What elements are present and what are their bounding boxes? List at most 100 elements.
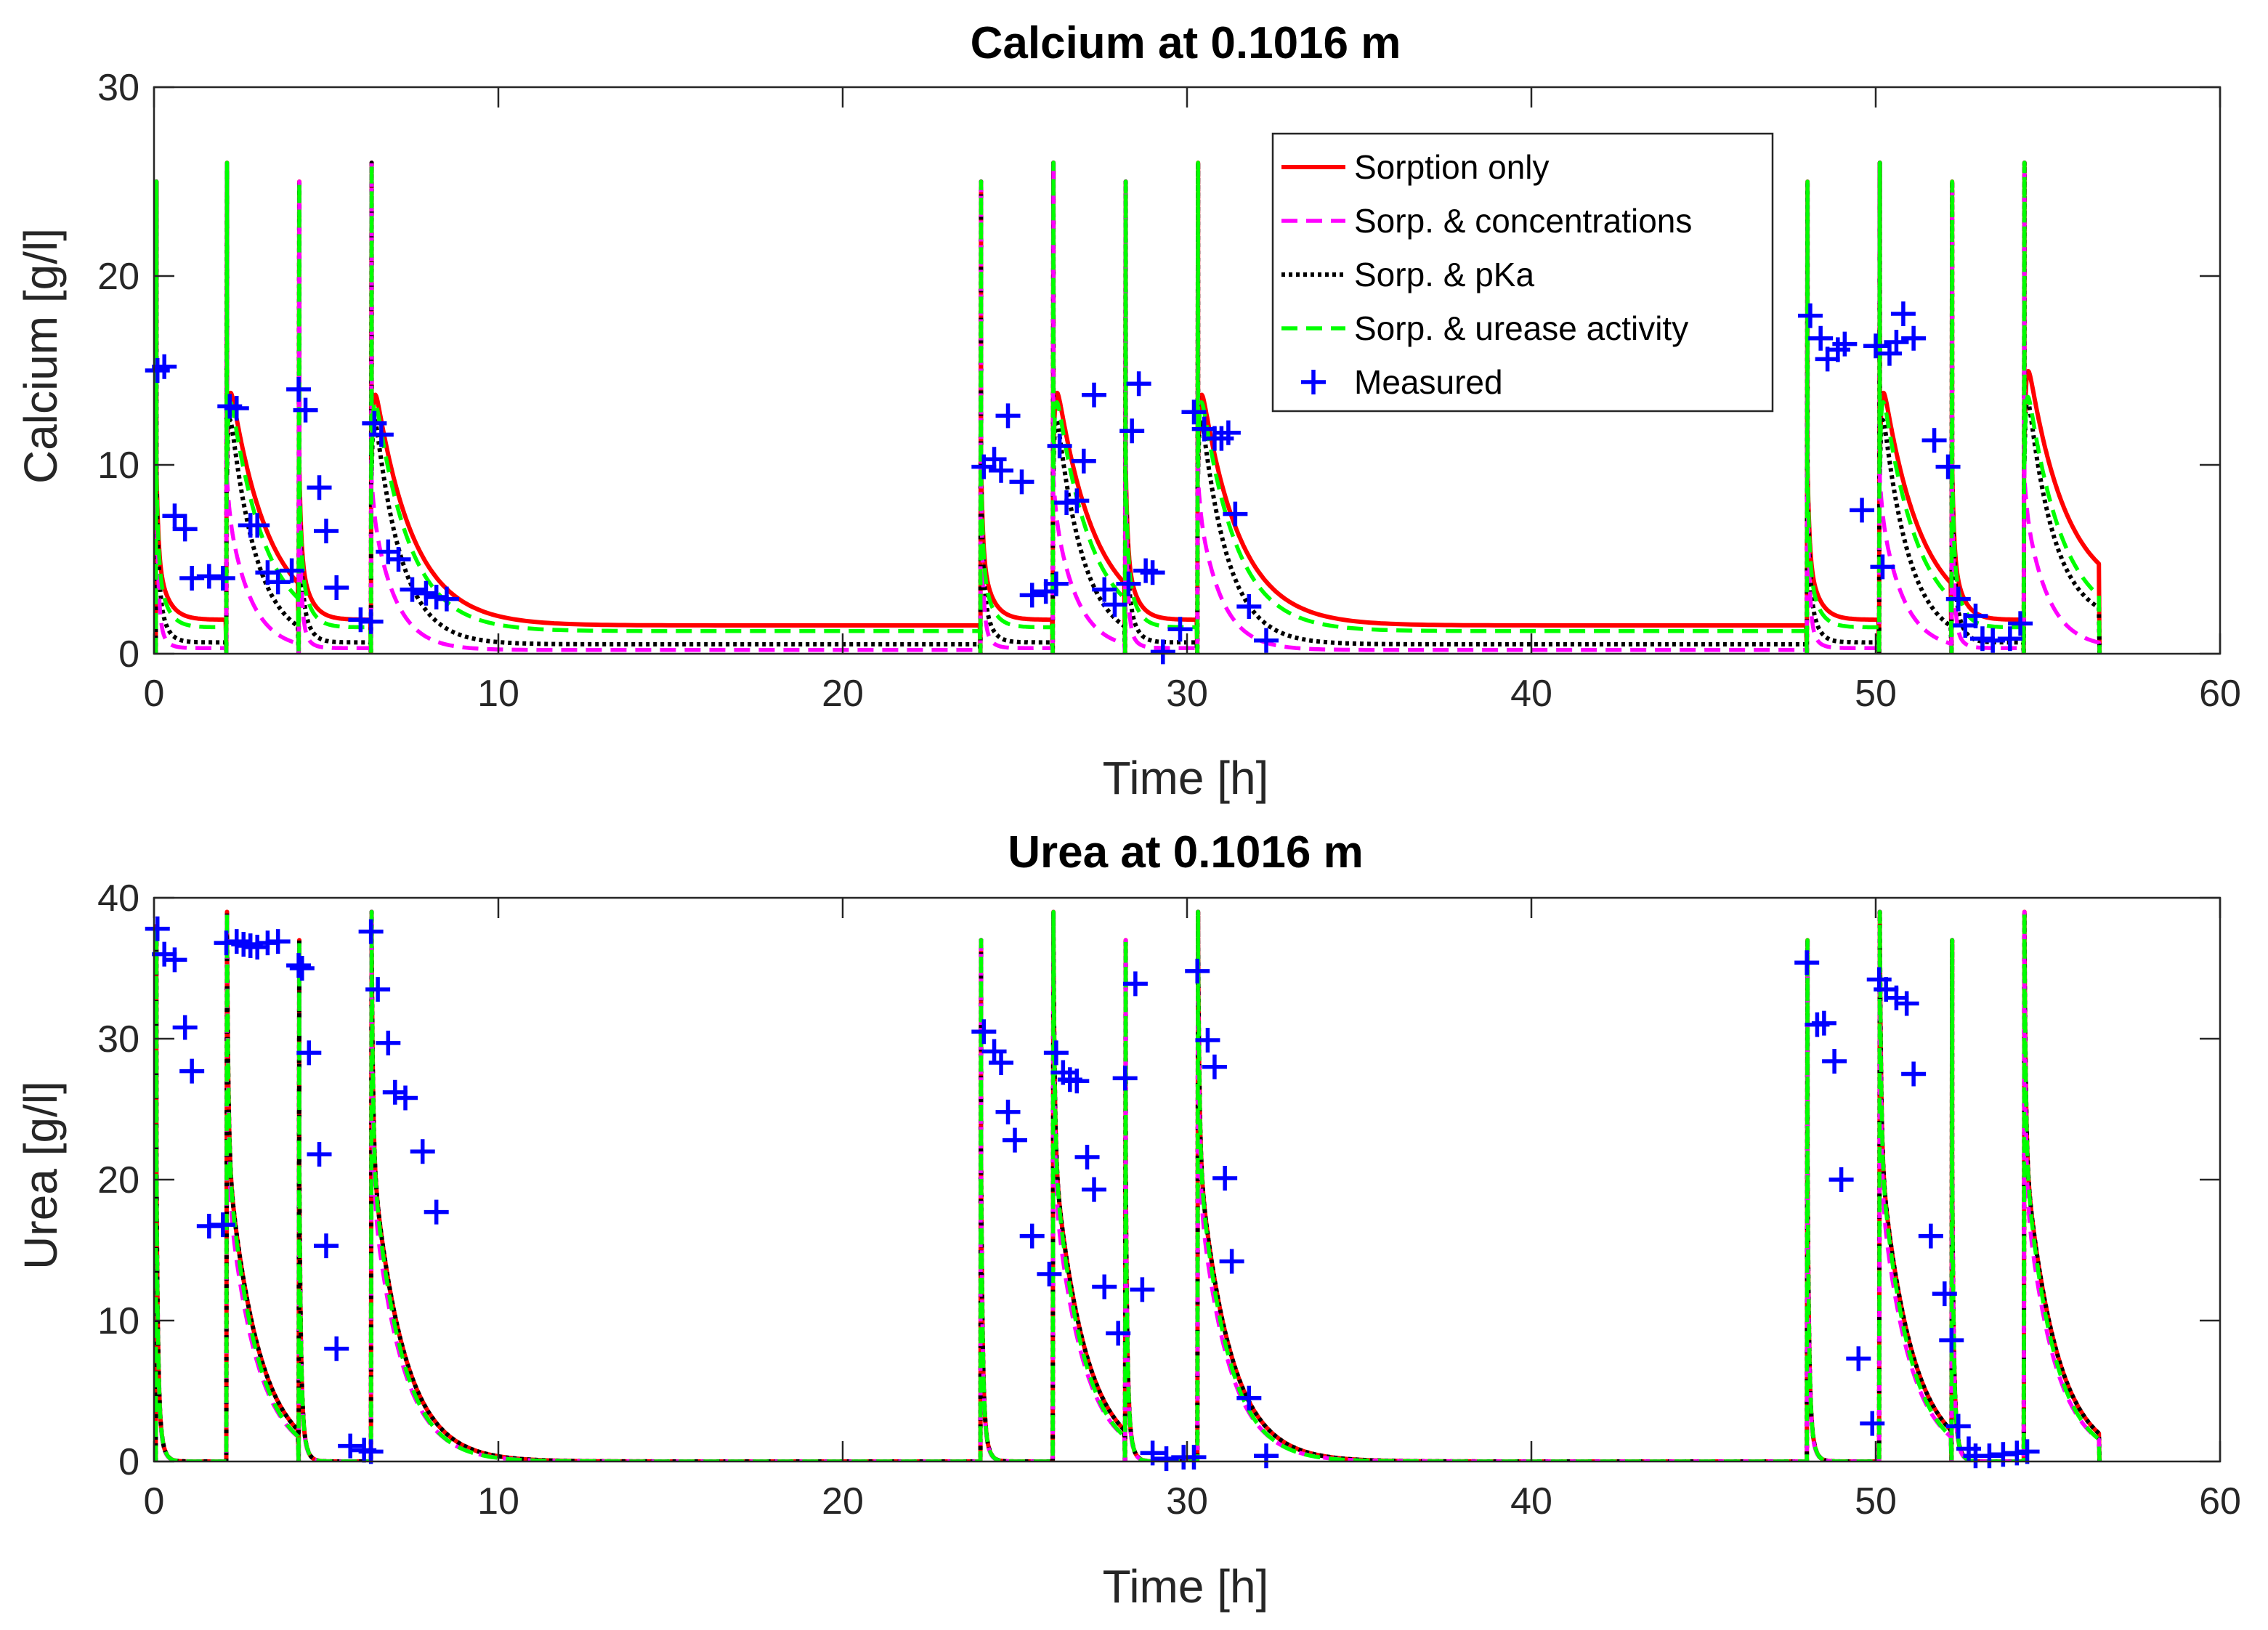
calcium-measured-point <box>1963 604 1988 628</box>
calcium-measured-point <box>358 609 384 634</box>
urea-x-tick-label: 60 <box>2199 1480 2241 1522</box>
calcium-x-tick-label: 30 <box>1166 673 1208 715</box>
urea-measured-point <box>989 1050 1014 1075</box>
calcium-measured-point <box>1890 301 1916 326</box>
urea-x-tick-label: 30 <box>1166 1480 1208 1522</box>
legend-label: Measured <box>1354 363 1503 401</box>
calcium-x-tick-label: 40 <box>1510 673 1552 715</box>
calcium-measured-point <box>152 354 177 379</box>
urea-y-tick-label: 20 <box>97 1159 139 1201</box>
urea-measured-point <box>382 1079 408 1105</box>
urea-x-tick-label: 20 <box>822 1480 864 1522</box>
calcium-measured-point <box>1223 501 1248 527</box>
calcium-measured-group <box>145 301 2033 665</box>
calcium-measured-point <box>162 503 187 529</box>
calcium-measured-point <box>1236 594 1262 619</box>
calcium-measured-point <box>386 547 411 572</box>
urea-measured-point <box>424 1199 449 1225</box>
urea-measured-point <box>1794 950 1820 976</box>
calcium-measured-point <box>210 566 235 591</box>
calcium-measured-point <box>1921 428 1947 453</box>
calcium-x-tick-label: 60 <box>2199 673 2241 715</box>
calcium-measured-point <box>324 575 349 600</box>
calcium-x-tick-label: 0 <box>144 673 165 715</box>
calcium-chart-title: Calcium at 0.1016 m <box>971 18 1401 68</box>
urea-measured-point <box>1185 958 1210 984</box>
urea-measured-point <box>1828 1167 1854 1192</box>
calcium-plot-area <box>154 87 2220 654</box>
urea-measured-point <box>145 916 170 941</box>
urea-measured-point <box>1092 1274 1117 1299</box>
urea-x-tick-label: 10 <box>477 1480 519 1522</box>
urea-measured-point <box>286 953 312 978</box>
legend: Sorption only Sorp. & concentrations Sorp.… <box>1271 132 1774 413</box>
calcium-measured-point <box>1901 325 1927 351</box>
urea-y-axis-label: Urea [g/l] <box>15 1081 67 1270</box>
calcium-measured-point <box>989 458 1014 483</box>
urea-measured-point <box>1918 1223 1943 1249</box>
urea-measured-point <box>1181 1445 1207 1470</box>
urea-measured-point <box>1932 1281 1957 1307</box>
calcium-x-axis-label: Time [h] <box>1103 752 1269 804</box>
urea-measured-point <box>179 1058 205 1084</box>
calcium-measured-point <box>1116 571 1141 596</box>
urea-measured-point <box>2014 1439 2040 1464</box>
urea-measured-point <box>1945 1414 1971 1439</box>
urea-measured-point <box>376 1030 401 1055</box>
calcium-measured-point <box>1254 628 1279 653</box>
urea-measured-point <box>358 919 384 944</box>
urea-measured-point <box>1236 1385 1262 1411</box>
urea-measured-point <box>338 1433 363 1459</box>
calcium-x-tick-label: 50 <box>1855 673 1897 715</box>
calcium-measured-point <box>1884 330 1909 354</box>
calcium-measured-point <box>1092 577 1117 602</box>
calcium-measured-point <box>1071 448 1096 474</box>
calcium-measured-point <box>995 403 1021 429</box>
urea-measured-point <box>1106 1321 1131 1346</box>
calcium-measured-point <box>413 580 439 606</box>
calcium-measured-point <box>1009 469 1034 495</box>
urea-measured-point <box>296 1040 322 1066</box>
calcium-measured-point <box>1119 418 1145 444</box>
calcium-measured-point <box>1126 371 1151 397</box>
urea-measured-point <box>1202 1054 1227 1079</box>
urea-measured-point <box>1254 1443 1279 1469</box>
urea-y-tick-label: 0 <box>118 1441 139 1483</box>
urea-measured-point <box>393 1085 418 1111</box>
legend-label: Sorp. & urease activity <box>1354 309 1688 347</box>
calcium-measured-point <box>1019 583 1045 608</box>
calcium-measured-point <box>400 577 425 602</box>
calcium-measured-point <box>2008 611 2033 636</box>
calcium-measured-point <box>1167 617 1193 642</box>
urea-measured-point <box>1884 985 1909 1010</box>
urea-measured-point <box>1195 1027 1220 1053</box>
urea-measured-point <box>1082 1177 1107 1202</box>
calcium-measured-point <box>265 569 291 595</box>
urea-measured-point <box>210 1212 235 1238</box>
urea-measured-point <box>1112 1066 1138 1091</box>
urea-y-tick-label: 10 <box>97 1300 139 1342</box>
calcium-measured-point <box>314 519 339 543</box>
urea-y-tick-label: 30 <box>97 1018 139 1061</box>
urea-measured-point <box>162 947 187 973</box>
calcium-measured-point <box>245 513 270 538</box>
urea-measured-point <box>265 929 291 954</box>
urea-measured-point <box>1064 1069 1090 1094</box>
urea-measured-point <box>1860 1411 1885 1436</box>
calcium-y-tick-label: 20 <box>97 256 139 298</box>
urea-measured-point <box>307 1142 332 1167</box>
urea-y-tick-label: 40 <box>97 877 139 920</box>
urea-chart-title: Urea at 0.1016 m <box>1008 827 1363 877</box>
calcium-measured-point <box>293 397 318 423</box>
urea-measured-point <box>1019 1223 1045 1249</box>
legend-box <box>1271 132 1774 413</box>
urea-measured-point <box>1130 1277 1155 1302</box>
calcium-y-tick-label: 30 <box>97 67 139 109</box>
urea-measured-point <box>1212 1166 1238 1191</box>
calcium-measured-point <box>1082 382 1107 408</box>
urea-measured-point <box>1901 1061 1927 1087</box>
calcium-measured-point <box>1043 571 1069 596</box>
legend-swatch-measured <box>1301 370 1326 394</box>
urea-x-axis-label: Time [h] <box>1103 1560 1269 1613</box>
